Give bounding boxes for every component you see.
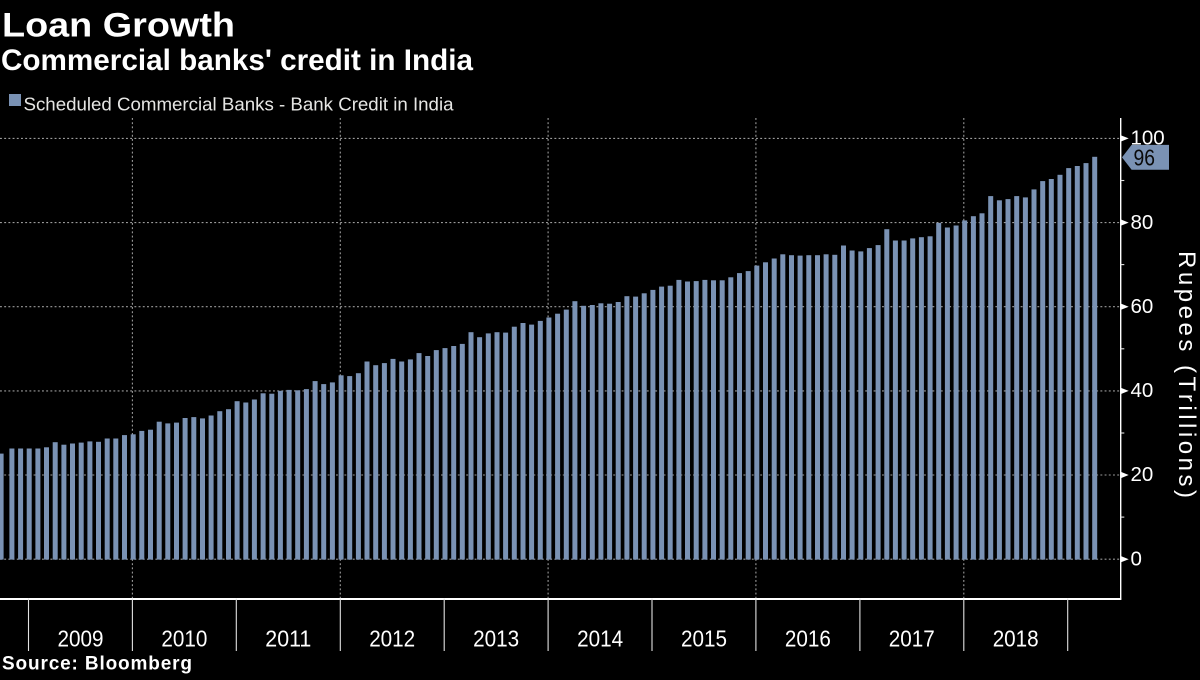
svg-text:0: 0 (1131, 547, 1142, 570)
svg-text:100: 100 (1131, 127, 1165, 150)
svg-text:Source: Bloomberg: Source: Bloomberg (2, 654, 192, 675)
svg-text:Scheduled Commercial Banks - B: Scheduled Commercial Banks - Bank Credit… (24, 94, 455, 114)
svg-text:2014: 2014 (577, 626, 623, 652)
svg-text:2011: 2011 (265, 626, 311, 652)
svg-text:Loan Growth: Loan Growth (2, 7, 235, 45)
svg-text:40: 40 (1131, 379, 1154, 402)
svg-text:2009: 2009 (58, 626, 104, 652)
svg-text:96: 96 (1134, 144, 1156, 170)
svg-text:2018: 2018 (993, 626, 1039, 652)
svg-text:80: 80 (1131, 211, 1154, 234)
svg-text:2013: 2013 (473, 626, 519, 652)
svg-text:2010: 2010 (161, 626, 207, 652)
svg-text:2017: 2017 (889, 626, 935, 652)
svg-text:2012: 2012 (369, 626, 415, 652)
svg-text:2016: 2016 (785, 626, 831, 652)
svg-text:Commercial banks' credit in In: Commercial banks' credit in India (1, 44, 473, 77)
svg-text:2015: 2015 (681, 626, 727, 652)
svg-text:60: 60 (1131, 295, 1154, 318)
svg-text:20: 20 (1131, 463, 1154, 486)
